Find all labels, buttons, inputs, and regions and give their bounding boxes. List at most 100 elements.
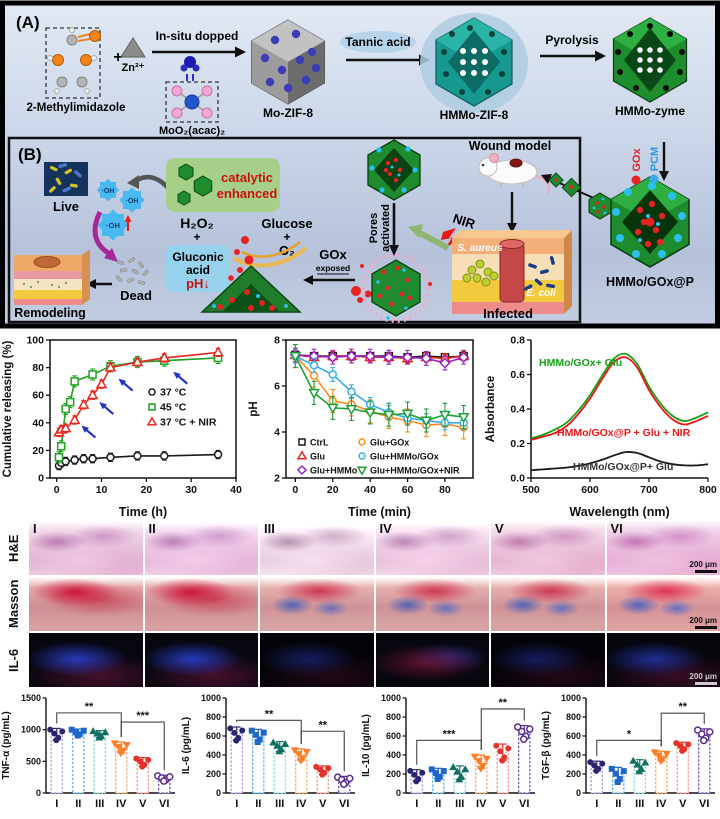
oh-radical-icons: ·OH ·OH ·OH bbox=[96, 178, 145, 241]
glucose-label: Glucose bbox=[261, 216, 312, 231]
col-label: V bbox=[495, 521, 504, 536]
svg-text:1000: 1000 bbox=[561, 693, 581, 703]
svg-text:Cumulative releasing (%): Cumulative releasing (%) bbox=[2, 340, 14, 477]
panelB-box bbox=[7, 136, 582, 324]
bar-group-IV bbox=[650, 749, 671, 794]
glucose-arrow-1 bbox=[232, 246, 308, 268]
svg-text:Wavelength (nm): Wavelength (nm) bbox=[569, 505, 669, 519]
bar-group-I bbox=[227, 725, 246, 794]
bar-group-III bbox=[629, 756, 650, 794]
svg-text:pH↓: pH↓ bbox=[186, 276, 210, 291]
svg-text:Time (h): Time (h) bbox=[119, 505, 167, 519]
svg-text:60: 60 bbox=[402, 484, 414, 496]
svg-text:Gluconic: Gluconic bbox=[172, 250, 224, 264]
svg-text:500: 500 bbox=[26, 756, 41, 766]
svg-text:0: 0 bbox=[292, 484, 298, 496]
svg-text:Time (min): Time (min) bbox=[348, 505, 411, 519]
svg-text:VI: VI bbox=[159, 798, 169, 810]
svg-text:40: 40 bbox=[364, 484, 376, 496]
bar-group-VI bbox=[334, 773, 354, 794]
row-label-il6: IL-6 bbox=[6, 648, 21, 672]
bar-group-IV bbox=[470, 753, 491, 794]
zn-label: Zn²⁺ bbox=[122, 62, 145, 74]
glucose-arrow-2 bbox=[241, 241, 301, 258]
live-label: Live bbox=[53, 199, 79, 214]
zn-triangle-icon bbox=[120, 37, 146, 58]
svg-text:0: 0 bbox=[576, 788, 581, 798]
svg-text:800: 800 bbox=[699, 484, 717, 496]
bar-group-V bbox=[673, 740, 692, 794]
infected-skin-icon: S. aureus E. coli bbox=[452, 230, 572, 314]
nir-arrowhead bbox=[408, 224, 423, 238]
svg-text:4: 4 bbox=[274, 427, 280, 439]
bar-group-II bbox=[68, 726, 87, 794]
svg-text:80: 80 bbox=[32, 362, 44, 374]
kill-arrow bbox=[92, 210, 112, 257]
activated-particle bbox=[360, 253, 432, 323]
svg-text:HMMo/GOx+ Glu: HMMo/GOx+ Glu bbox=[539, 357, 622, 369]
moo2-acac-icon bbox=[165, 56, 219, 123]
pores-label-2: activated bbox=[380, 204, 392, 252]
svg-text:200: 200 bbox=[386, 769, 401, 779]
scheme-panel: (A) 2-Methylimidazole + Zn²⁺ In-situ dop… bbox=[0, 0, 720, 329]
svg-text:IL-10 (pg/mL): IL-10 (pg/mL) bbox=[361, 714, 372, 777]
hmmozyme-label: HMMo-zyme bbox=[615, 104, 685, 118]
svg-text:0.4: 0.4 bbox=[510, 404, 525, 416]
svg-text:IV: IV bbox=[476, 798, 487, 810]
svg-text:10: 10 bbox=[96, 484, 108, 496]
svg-text:Glu+GOx: Glu+GOx bbox=[370, 438, 409, 448]
dead-label: Dead bbox=[120, 288, 152, 303]
svg-text:**: ** bbox=[678, 701, 687, 713]
svg-text:Glu+HMMo/GOx+NIR: Glu+HMMo/GOx+NIR bbox=[370, 466, 460, 476]
histology-image bbox=[260, 633, 374, 687]
svg-text:III: III bbox=[275, 798, 284, 810]
svg-text:0: 0 bbox=[36, 788, 41, 798]
kill-arrowhead bbox=[104, 248, 118, 262]
svg-text:**: ** bbox=[85, 701, 94, 713]
bar-group-I bbox=[407, 767, 426, 794]
pyrolysis-arrow bbox=[540, 50, 606, 62]
gox-legend-label: GOx bbox=[631, 148, 643, 172]
svg-text:800: 800 bbox=[386, 712, 401, 722]
svg-text:V: V bbox=[679, 798, 687, 810]
insitu-arrow bbox=[152, 46, 246, 58]
pores-label-1: Pores bbox=[368, 213, 380, 244]
pyrolysis-label: Pyrolysis bbox=[545, 33, 599, 47]
svg-text:20: 20 bbox=[141, 484, 153, 496]
svg-text:II: II bbox=[435, 798, 441, 810]
plus2: + bbox=[283, 230, 290, 244]
svg-text:V: V bbox=[139, 798, 147, 810]
remodeling-label: Remodeling bbox=[14, 306, 86, 320]
h2o2-label: H₂O₂ bbox=[180, 215, 213, 231]
svg-text:80: 80 bbox=[439, 484, 451, 496]
svg-text:0.8: 0.8 bbox=[510, 335, 525, 347]
svg-text:pH: pH bbox=[248, 401, 260, 416]
svg-text:S. aureus: S. aureus bbox=[457, 243, 502, 254]
absorbance-chart: 500 600 700 800 0.0 0.2 0.4 0.6 0.8 Wavelength (n… bbox=[485, 335, 717, 520]
histology-panel: H&E I II III IV V VI 200 μm Masson 200 μ… bbox=[0, 521, 720, 689]
histology-image: 200 μm bbox=[606, 633, 720, 687]
live-bacteria-icon bbox=[44, 162, 88, 196]
svg-text:45 °C: 45 °C bbox=[160, 402, 187, 414]
bar-group-III bbox=[449, 763, 470, 794]
molecule-2-methylimidazole-icon bbox=[45, 27, 101, 99]
bar-group-V bbox=[133, 755, 152, 794]
svg-text:I: I bbox=[235, 798, 238, 810]
hmmo-zif8-particle bbox=[420, 13, 528, 113]
hmmogoxp-label: HMMo/GOx@P bbox=[606, 275, 694, 289]
bar-charts-row: 0 500 1000 1500 TNF-α (pg/mL) I II III IV V VI ** **… bbox=[0, 690, 720, 819]
svg-text:Glu: Glu bbox=[310, 452, 325, 462]
series-Glu+HMMo/GOx+NIR bbox=[289, 344, 470, 433]
gox-dot-icon bbox=[631, 175, 641, 185]
svg-text:0: 0 bbox=[38, 473, 44, 485]
svg-text:60: 60 bbox=[32, 390, 44, 402]
nir-bolt-icon bbox=[441, 228, 462, 250]
wound-arrow-down bbox=[507, 192, 517, 233]
svg-text:enhanced: enhanced bbox=[217, 186, 278, 201]
bar-group-VI bbox=[694, 726, 714, 794]
svg-text:Glu+HMMo/GOx: Glu+HMMo/GOx bbox=[370, 452, 439, 462]
pcm-legend-label: PCM bbox=[649, 147, 661, 171]
infected-label: Infected bbox=[483, 306, 533, 321]
